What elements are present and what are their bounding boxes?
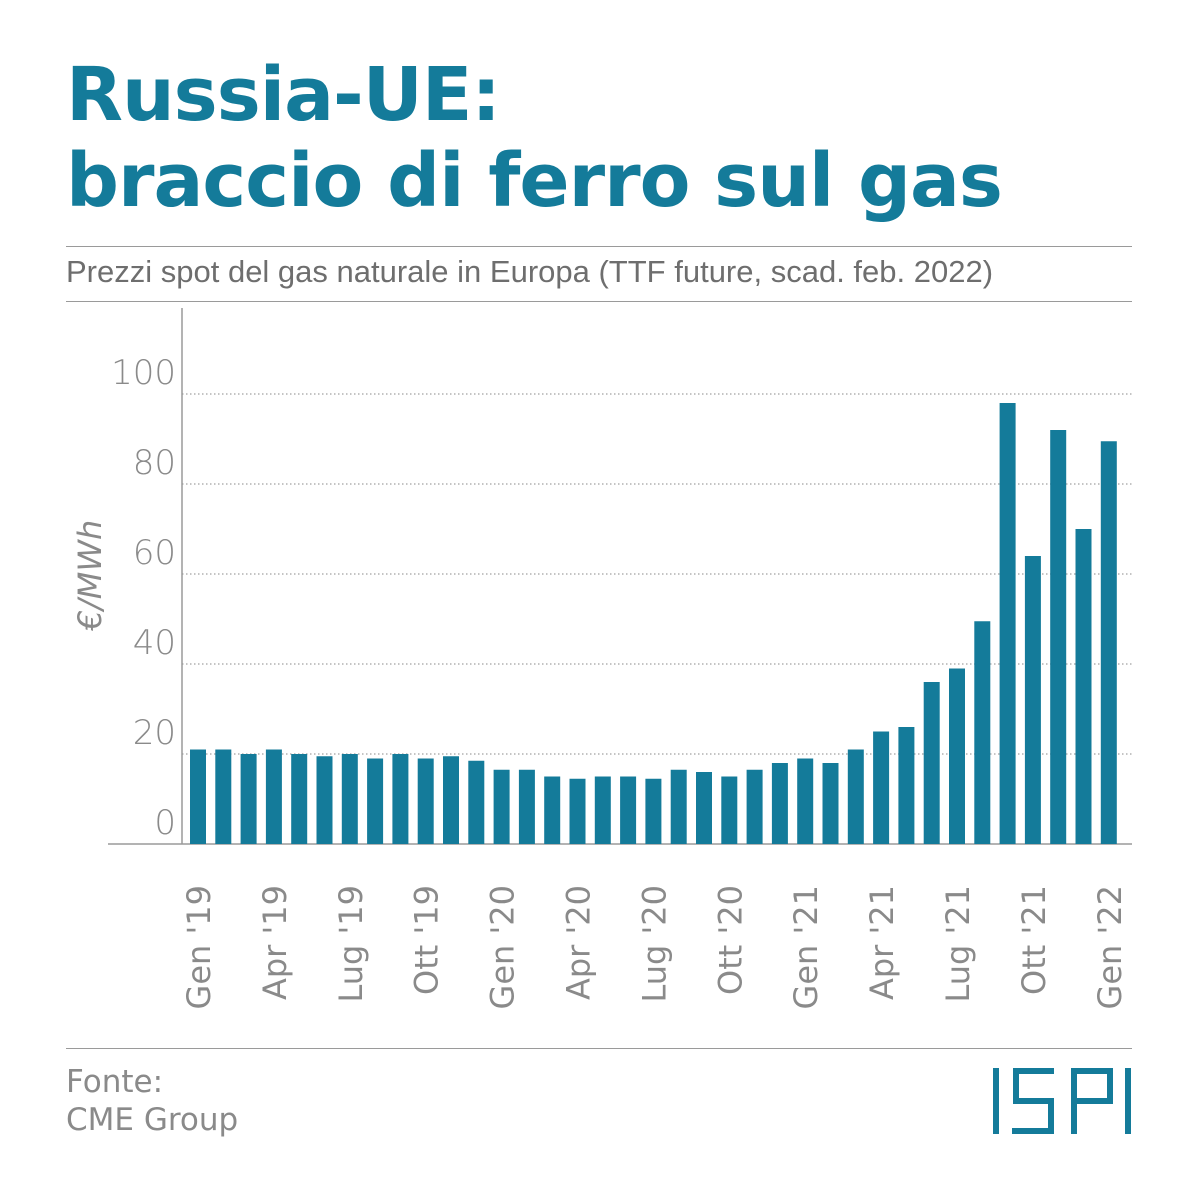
title-line-1: Russia-UE: [66, 52, 501, 138]
bar [847, 749, 864, 844]
bar [873, 731, 890, 844]
bar [721, 776, 738, 844]
bar [367, 758, 384, 844]
subtitle-rule [66, 301, 1132, 302]
x-tick-label: Gen '20 [484, 885, 522, 1009]
bar [974, 621, 991, 844]
bar [771, 763, 788, 844]
bar [620, 776, 637, 844]
x-tick-label: Gen '19 [180, 885, 218, 1009]
bar [518, 769, 535, 844]
x-tick-label: Lug '19 [332, 885, 370, 1003]
bar-chart: 0 20 40 60 80 100 €/MWh Gen '19 Apr '19 Lug '19 Ot… [71, 308, 1132, 1009]
x-tick-label: Apr '19 [256, 885, 294, 1000]
bar [1075, 529, 1092, 844]
bar [999, 403, 1016, 844]
x-tick-label: Gen '22 [1091, 885, 1129, 1009]
bar [797, 758, 814, 844]
y-tick-label: 40 [133, 623, 176, 663]
bar [443, 756, 459, 844]
bar [645, 778, 662, 844]
y-tick-label: 60 [133, 533, 176, 573]
x-tick-label: Apr '20 [560, 885, 598, 1000]
bar [190, 749, 206, 844]
bar [215, 749, 232, 844]
ispi-logo [993, 1068, 1131, 1134]
bar [316, 756, 333, 844]
bar [923, 682, 940, 844]
bar [898, 727, 915, 844]
x-tick-label: Apr '21 [863, 885, 901, 1000]
bar [240, 754, 257, 844]
bar [569, 778, 586, 844]
bar [594, 776, 611, 844]
bar [341, 754, 358, 844]
x-tick-label: Ott '19 [408, 885, 446, 995]
x-tick-label: Ott '20 [711, 885, 749, 995]
chart-title: Russia-UE: braccio di ferro sul gas [66, 52, 1003, 224]
bar [670, 769, 687, 844]
bar [1024, 556, 1041, 844]
bar [493, 769, 510, 844]
footer-rule [66, 1048, 1132, 1049]
bar [291, 754, 308, 844]
bar [949, 668, 965, 844]
title-line-2: braccio di ferro sul gas [66, 138, 1003, 224]
bar [822, 763, 839, 844]
x-tick-label: Lug '20 [635, 885, 673, 1003]
source-name: CME Group [66, 1102, 239, 1138]
bar [746, 769, 763, 844]
source-label: Fonte: [66, 1064, 164, 1100]
bar [1050, 430, 1067, 844]
x-tick-label: Lug '21 [939, 885, 977, 1003]
chart-subtitle: Prezzi spot del gas naturale in Europa (… [66, 254, 994, 289]
x-tick-label: Ott '21 [1015, 885, 1053, 995]
bar [468, 760, 485, 844]
bar [265, 749, 282, 844]
y-axis-title: €/MWh [71, 520, 109, 632]
x-tick-label: Gen '21 [787, 885, 825, 1009]
y-tick-label: 20 [133, 713, 176, 753]
bar [1100, 441, 1117, 844]
bar [417, 758, 434, 844]
bar [392, 754, 409, 844]
y-tick-label: 80 [133, 443, 176, 483]
y-tick-label: 100 [111, 353, 176, 393]
bar [696, 772, 712, 844]
top-rule [66, 246, 1132, 247]
y-tick-label: 0 [154, 803, 176, 843]
bar [544, 776, 561, 844]
